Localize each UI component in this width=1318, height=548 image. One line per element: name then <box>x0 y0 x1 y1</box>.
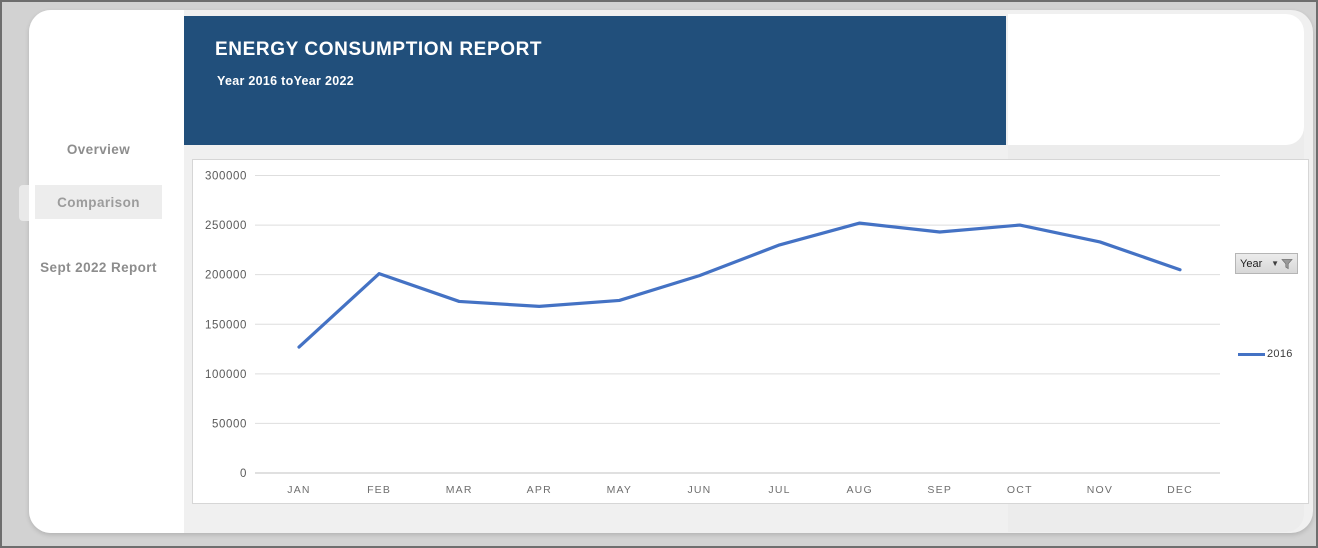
y-axis-tick-label: 150000 <box>205 319 247 331</box>
sidebar-item-comparison[interactable]: Comparison <box>35 185 162 219</box>
y-axis-tick-label: 250000 <box>205 220 247 232</box>
x-axis-category-label: JAN <box>287 484 310 496</box>
sidebar-item-label: Sept 2022 Report <box>40 260 157 275</box>
sidebar-item-label: Comparison <box>57 194 140 210</box>
series-line-2016 <box>297 221 1182 349</box>
page-title: ENERGY CONSUMPTION REPORT <box>215 39 543 60</box>
x-axis-category-label: SEP <box>927 484 952 496</box>
sidebar-item-sept-2022-report[interactable]: Sept 2022 Report <box>25 246 172 290</box>
x-axis-category-label: MAR <box>446 484 473 496</box>
dropdown-arrow-icon: ▼ <box>1271 258 1279 268</box>
y-axis-tick-label: 0 <box>240 468 247 480</box>
x-axis-category-label: APR <box>527 484 552 496</box>
x-axis-category-label: JUL <box>768 484 790 496</box>
sidebar: Overview Comparison Sept 2022 Report <box>29 10 184 533</box>
sidebar-item-label: Overview <box>66 141 131 157</box>
header-banner: ENERGY CONSUMPTION REPORT Year 2016 toYe… <box>184 16 1006 145</box>
line-chart: 0 50000 100000 150000 200000 250000 300000 JAN F… <box>205 171 1220 496</box>
legend-line-swatch <box>1238 352 1265 356</box>
y-axis-tick-label: 200000 <box>205 270 247 282</box>
x-axis-category-label: JUN <box>687 484 711 496</box>
header-right-panel <box>1008 14 1304 145</box>
x-axis-category-label: MAY <box>607 484 633 496</box>
filter-funnel-icon <box>1281 258 1293 269</box>
chart-legend: 2016 <box>1238 348 1293 360</box>
y-axis-tick-label: 300000 <box>205 171 247 183</box>
year-filter-button[interactable]: Year ▼ <box>1235 253 1298 274</box>
x-axis-category-label: FEB <box>367 484 391 496</box>
x-axis-category-label: NOV <box>1087 484 1113 496</box>
y-axis-tick-label: 50000 <box>212 418 247 430</box>
page-subtitle: Year 2016 toYear 2022 <box>217 74 354 88</box>
y-axis-tick-label: 100000 <box>205 369 247 381</box>
x-axis-category-label: OCT <box>1007 484 1033 496</box>
x-axis-category-label: DEC <box>1167 484 1193 496</box>
legend-series-label: 2016 <box>1267 348 1293 360</box>
edge-notch <box>19 185 30 221</box>
chart-card: 0 50000 100000 150000 200000 250000 300000 JAN F… <box>192 159 1309 504</box>
sidebar-item-overview[interactable]: Overview <box>35 132 162 166</box>
year-filter-label: Year <box>1240 257 1263 270</box>
x-axis-category-label: AUG <box>846 484 872 496</box>
